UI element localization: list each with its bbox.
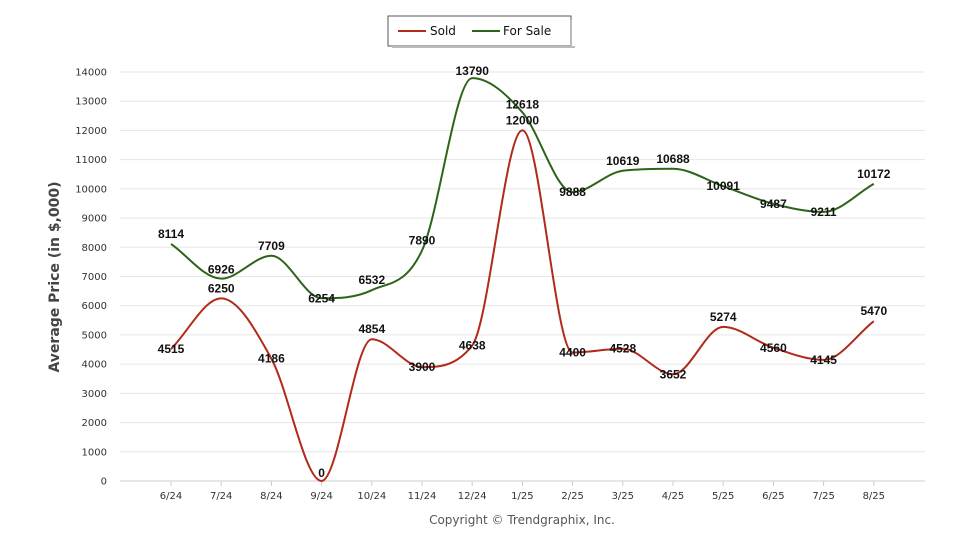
series-line-for-sale	[170, 77, 875, 300]
y-tick-label: 7000	[82, 272, 107, 283]
y-tick-label: 14000	[75, 68, 107, 79]
x-tick-label: 6/24	[160, 491, 182, 502]
data-label-for-sale: 9211	[811, 205, 837, 219]
data-label-for-sale: 10091	[707, 179, 741, 193]
data-label-sold: 4560	[760, 341, 787, 355]
data-label-sold: 3652	[660, 367, 687, 381]
data-label-for-sale: 13790	[456, 64, 490, 78]
y-tick-label: 5000	[82, 330, 107, 341]
data-label-sold: 4400	[559, 345, 586, 359]
x-tick-label: 2/25	[561, 491, 583, 502]
x-tick-label: 3/25	[612, 491, 634, 502]
legend-label-for-sale: For Sale	[503, 24, 551, 38]
data-label-sold: 5274	[710, 310, 737, 324]
data-label-sold: 6250	[208, 281, 235, 295]
x-tick-label: 12/24	[458, 491, 487, 502]
y-tick-label: 1000	[82, 447, 107, 458]
data-label-sold: 4145	[810, 353, 837, 367]
y-tick-label: 6000	[82, 301, 107, 312]
data-label-sold: 4854	[358, 322, 385, 336]
x-tick-label: 8/25	[863, 491, 885, 502]
y-tick-label: 13000	[75, 97, 107, 108]
data-label-sold: 3900	[409, 360, 436, 374]
x-tick-label: 1/25	[511, 491, 533, 502]
y-tick-label: 4000	[82, 360, 107, 371]
data-label-for-sale: 9888	[559, 185, 586, 199]
data-label-for-sale: 9487	[760, 197, 787, 211]
x-tick-label: 10/24	[357, 491, 386, 502]
data-label-for-sale: 6532	[358, 273, 385, 287]
data-label-sold: 5470	[860, 304, 887, 318]
copyright-footer: Copyright © Trendgraphix, Inc.	[429, 513, 615, 527]
y-axis-label: Average Price (in $,000)	[47, 181, 63, 372]
data-label-for-sale: 8114	[158, 227, 184, 241]
y-tick-label: 10000	[75, 184, 107, 195]
data-label-for-sale: 7709	[258, 239, 285, 253]
data-label-sold: 4515	[158, 342, 185, 356]
y-tick-label: 2000	[82, 418, 107, 429]
y-axis-ticks: 0 1000 2000 3000 4000 5000 6000 7000 8000 9000 100…	[75, 68, 107, 488]
x-tick-label: 4/25	[662, 491, 684, 502]
y-tick-label: 9000	[82, 214, 107, 225]
x-tick-label: 8/24	[260, 491, 282, 502]
x-tick-label: 7/25	[812, 491, 834, 502]
y-tick-label: 11000	[75, 155, 107, 166]
data-label-sold: 4638	[459, 339, 486, 353]
data-label-sold: 4186	[258, 352, 285, 366]
series-line-sold	[170, 129, 875, 482]
data-label-sold: 0	[318, 466, 325, 480]
x-tick-label: 5/25	[712, 491, 734, 502]
data-label-sold: 4528	[609, 342, 636, 356]
data-label-for-sale: 6254	[308, 291, 335, 305]
y-tick-label: 0	[101, 477, 107, 488]
data-label-for-sale: 6926	[208, 263, 235, 277]
data-labels: 4515 6250 4186 0 4854 3900 4638 12000 4400 4528 36…	[158, 64, 891, 480]
gridlines	[120, 71, 925, 482]
y-tick-label: 8000	[82, 243, 107, 254]
legend: Sold For Sale	[387, 15, 575, 48]
y-tick-label: 3000	[82, 389, 107, 400]
data-label-for-sale: 10688	[656, 152, 690, 166]
x-tick-label: 7/24	[210, 491, 232, 502]
x-tick-label: 9/24	[310, 491, 332, 502]
data-label-for-sale: 7890	[409, 233, 436, 247]
data-label-sold: 12000	[506, 113, 540, 127]
legend-label-sold: Sold	[430, 24, 456, 38]
data-label-for-sale: 12618	[506, 97, 540, 111]
x-tick-label: 6/25	[762, 491, 784, 502]
series-lines	[170, 77, 875, 482]
y-tick-label: 12000	[75, 126, 107, 137]
x-tick-label: 11/24	[408, 491, 437, 502]
x-axis-ticks: 6/24 7/24 8/24 9/24 10/24 11/24 12/24 1/25 2/25 3…	[160, 481, 885, 502]
data-label-for-sale: 10172	[857, 167, 891, 181]
data-label-for-sale: 10619	[606, 154, 640, 168]
